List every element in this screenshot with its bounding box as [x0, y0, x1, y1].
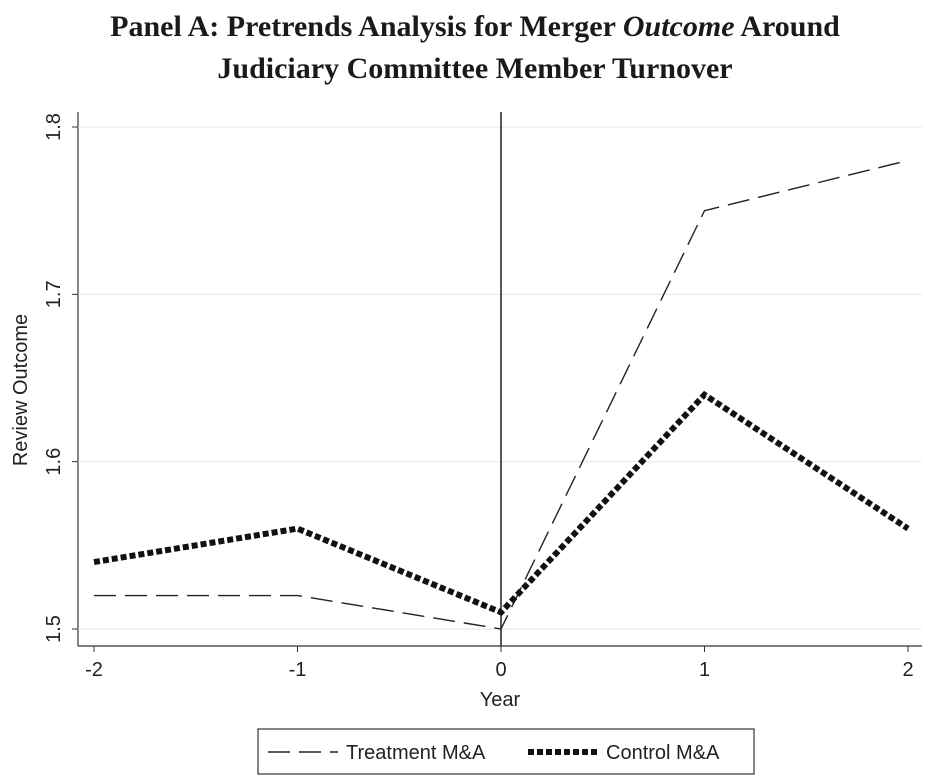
legend-label-treatment: Treatment M&A — [346, 742, 486, 764]
y-tick-label: 1.5 — [43, 615, 65, 643]
chart-title-line1: Panel A: Pretrends Analysis for Merger O… — [110, 10, 840, 43]
x-tick-label: 1 — [699, 659, 710, 681]
legend-label-control: Control M&A — [606, 742, 720, 764]
y-tick-label: 1.7 — [43, 280, 65, 308]
x-tick-label: 0 — [495, 659, 506, 681]
x-tick-label: -2 — [85, 659, 103, 681]
chart-title-line2: Judiciary Committee Member Turnover — [217, 52, 733, 85]
series-line-treatment — [94, 159, 909, 630]
x-tick-label: -1 — [289, 659, 307, 681]
x-tick-label: 2 — [902, 659, 913, 681]
y-axis-label: Review Outcome — [10, 314, 32, 466]
y-tick-label: 1.8 — [43, 113, 65, 141]
series-line-control — [93, 390, 910, 616]
chart-title: Panel A: Pretrends Analysis for Merger O… — [0, 6, 950, 90]
legend-box — [257, 728, 755, 775]
x-axis-label: Year — [480, 689, 521, 711]
y-tick-label: 1.6 — [43, 448, 65, 476]
